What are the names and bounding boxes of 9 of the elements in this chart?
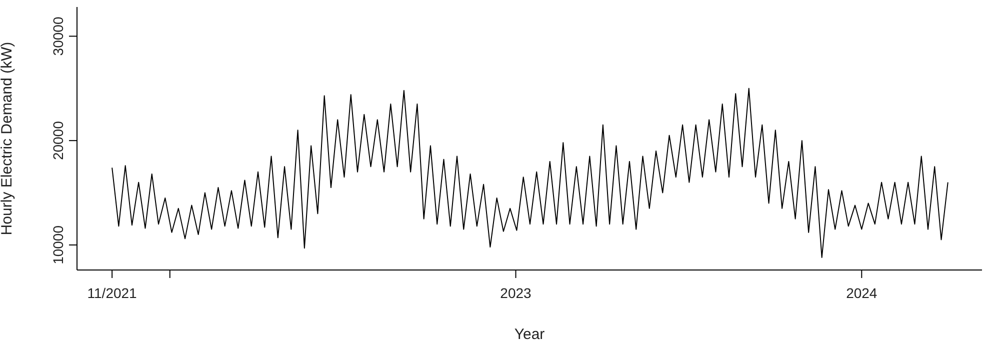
y-tick-label: 30000: [50, 16, 66, 56]
y-tick-label: 10000: [50, 225, 66, 264]
y-tick-label: 20000: [50, 120, 66, 160]
x-axis-title: Year: [514, 326, 545, 343]
y-axis-title: Hourly Electric Demand (kW): [0, 42, 16, 236]
x-tick-label: 2024: [846, 285, 878, 301]
x-tick-label: 2023: [500, 285, 532, 301]
line-series: [112, 88, 948, 258]
x-tick-label: 11/2021: [87, 285, 138, 301]
